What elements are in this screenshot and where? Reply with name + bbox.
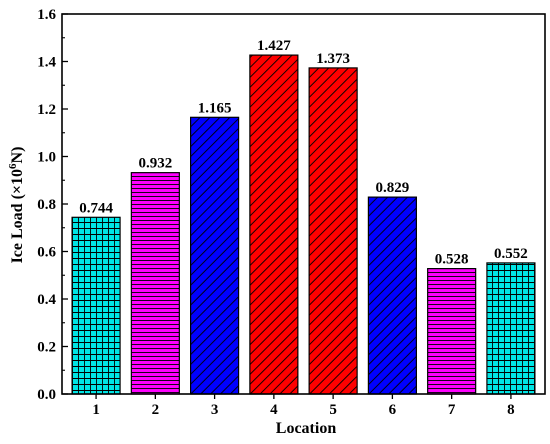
bar-group bbox=[71, 216, 121, 395]
data-label: 1.427 bbox=[257, 38, 291, 54]
data-label: 0.932 bbox=[138, 156, 172, 172]
y-tick-label: 1.6 bbox=[37, 7, 56, 23]
bar-group bbox=[367, 196, 417, 395]
bar-hatch bbox=[249, 54, 299, 395]
x-tick-label: 6 bbox=[389, 402, 397, 418]
y-tick-label: 0.8 bbox=[37, 197, 56, 213]
x-tick-label: 5 bbox=[329, 402, 337, 418]
data-label: 0.829 bbox=[376, 180, 410, 196]
bar-hatch bbox=[427, 268, 477, 395]
bars-layer: 0.744 0.932 1.165 1.427 1.373 0.829 0.528 0.552 bbox=[71, 38, 536, 395]
bar-hatch bbox=[190, 116, 240, 395]
data-label: 0.552 bbox=[494, 246, 528, 262]
y-axis-title: Ice Load (×106N) bbox=[7, 147, 26, 264]
bar-group bbox=[249, 54, 299, 395]
bar-hatch bbox=[367, 196, 417, 395]
bar-group bbox=[130, 172, 180, 395]
y-tick-label: 1.4 bbox=[37, 55, 56, 71]
x-tick-label: 4 bbox=[270, 402, 278, 418]
x-tick-label: 2 bbox=[152, 402, 160, 418]
y-tick-label: 0.4 bbox=[37, 292, 56, 308]
bar-group bbox=[427, 268, 477, 395]
y-axis-title-suffix: N) bbox=[9, 147, 26, 164]
bar-hatch bbox=[308, 67, 358, 395]
data-label: 1.165 bbox=[198, 100, 232, 116]
x-axis-title: Location bbox=[276, 420, 337, 437]
x-tick-label: 1 bbox=[92, 402, 100, 418]
y-tick-label: 1.0 bbox=[37, 150, 56, 166]
data-label: 1.373 bbox=[316, 51, 350, 67]
y-tick-label: 0.6 bbox=[37, 245, 56, 261]
y-axis-title-superscript: 6 bbox=[7, 163, 19, 169]
data-label: 0.744 bbox=[79, 200, 113, 216]
y-tick-label: 0.2 bbox=[37, 340, 56, 356]
y-tick-label: 0.0 bbox=[37, 387, 56, 403]
bar-hatch bbox=[486, 262, 536, 395]
axes-layer: 0.0 0.2 0.4 0.6 0.8 1.0 1.2 1.4 1.6 1 2 3 4 5 6 7 8 bbox=[37, 7, 546, 418]
bar-group bbox=[190, 116, 240, 395]
bar-hatch bbox=[130, 172, 180, 395]
bar-group bbox=[486, 262, 536, 395]
data-label: 0.528 bbox=[435, 252, 469, 268]
bar-group bbox=[308, 67, 358, 395]
y-axis-title-prefix: Ice Load (×10 bbox=[9, 169, 26, 263]
y-tick-label: 1.2 bbox=[37, 102, 56, 118]
x-tick-label: 3 bbox=[211, 402, 219, 418]
x-tick-label: 7 bbox=[448, 402, 456, 418]
x-tick-label: 8 bbox=[507, 402, 515, 418]
bar-hatch bbox=[71, 216, 121, 395]
